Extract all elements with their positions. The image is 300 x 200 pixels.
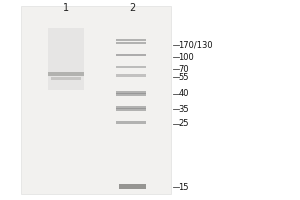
Text: 70: 70 xyxy=(178,64,189,73)
Bar xyxy=(48,72,84,76)
Bar xyxy=(48,28,84,90)
Bar xyxy=(116,108,146,111)
Text: 15: 15 xyxy=(178,182,189,192)
Text: 2: 2 xyxy=(129,3,135,13)
Bar xyxy=(116,42,146,44)
Text: 25: 25 xyxy=(178,119,189,129)
Bar xyxy=(116,91,146,94)
Text: 35: 35 xyxy=(178,104,189,114)
Bar xyxy=(118,184,146,189)
Bar xyxy=(116,66,146,68)
Bar xyxy=(116,106,146,109)
Text: 55: 55 xyxy=(178,72,189,82)
Text: 1: 1 xyxy=(63,3,69,13)
Bar xyxy=(116,121,146,124)
Bar xyxy=(51,77,81,80)
Bar xyxy=(116,39,146,41)
Bar xyxy=(116,93,146,96)
Text: 100: 100 xyxy=(178,52,194,62)
Bar xyxy=(116,74,146,77)
Bar xyxy=(21,6,171,194)
Bar xyxy=(116,54,146,56)
Text: 170/130: 170/130 xyxy=(178,40,213,49)
Text: 40: 40 xyxy=(178,90,189,98)
